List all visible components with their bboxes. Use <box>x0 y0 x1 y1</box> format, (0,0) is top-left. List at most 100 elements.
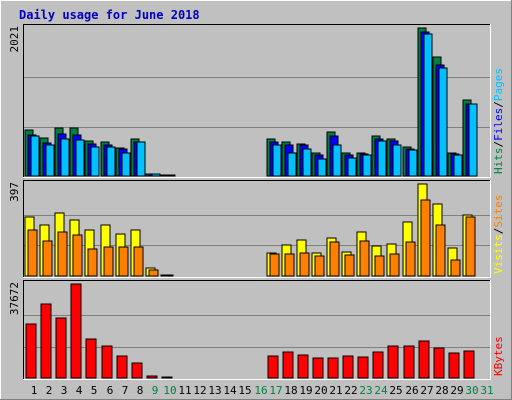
x-tick-label-day-4: 4 <box>76 384 83 397</box>
series-sites <box>27 199 476 277</box>
bar-sites-day-25 <box>389 253 400 277</box>
x-tick-label-day-20: 20 <box>314 384 327 397</box>
bar-kbytes-day-22 <box>342 355 354 379</box>
bar-kbytes-day-1 <box>25 323 37 379</box>
bar-sites-day-19 <box>299 252 310 277</box>
bar-sites-day-8 <box>133 246 144 277</box>
x-tick-label-day-15: 15 <box>238 384 251 397</box>
bar-sites-day-17 <box>269 253 280 277</box>
bar-sites-day-26 <box>405 241 416 277</box>
bar-kbytes-day-28 <box>433 347 445 379</box>
x-tick-label-day-25: 25 <box>389 384 402 397</box>
legend-entry-2: Sites <box>492 195 505 228</box>
bar-pages-day-4 <box>75 139 85 177</box>
bar-kbytes-day-23 <box>357 356 369 379</box>
x-tick-label-day-26: 26 <box>405 384 418 397</box>
x-tick-label-day-12: 12 <box>193 384 206 397</box>
legend-entry-0: Hits <box>492 148 505 175</box>
x-tick-label-day-17: 17 <box>269 384 282 397</box>
bar-kbytes-day-5 <box>85 338 97 379</box>
bar-sites-day-2 <box>42 240 53 277</box>
bar-sites-day-6 <box>103 246 114 277</box>
legend: KBytes <box>492 336 505 376</box>
legend-entry-2: Files <box>492 108 505 141</box>
x-tick-label-day-31: 31 <box>480 384 493 397</box>
bar-kbytes-day-30 <box>463 350 475 379</box>
bar-sites-day-24 <box>374 255 385 277</box>
bar-pages-day-20 <box>317 158 327 177</box>
bar-kbytes-day-20 <box>312 357 324 379</box>
x-tick-label-day-23: 23 <box>359 384 372 397</box>
bar-sites-day-23 <box>359 240 370 277</box>
legend-entry-1: / <box>492 141 505 148</box>
legend-entry-0: Visits <box>492 234 505 274</box>
x-tick-label-day-13: 13 <box>208 384 221 397</box>
bar-sites-day-5 <box>87 248 98 277</box>
bar-kbytes-day-2 <box>40 303 52 379</box>
bar-sites-day-3 <box>57 231 68 277</box>
bar-kbytes-day-7 <box>116 355 128 379</box>
x-tick-label-day-14: 14 <box>223 384 237 397</box>
bar-pages-day-1 <box>30 135 40 177</box>
bar-pages-day-9 <box>151 173 161 177</box>
bar-pages-day-3 <box>60 138 70 177</box>
bar-pages-day-18 <box>287 152 297 177</box>
bar-kbytes-day-17 <box>267 355 279 379</box>
bar-pages-day-5 <box>90 146 100 177</box>
legend-entry-1: / <box>492 228 505 235</box>
bar-pages-day-29 <box>453 154 463 177</box>
chart-title: Daily usage for June 2018 <box>19 8 200 22</box>
bar-sites-day-9 <box>148 269 159 277</box>
x-tick-label-day-7: 7 <box>122 384 129 397</box>
bar-kbytes-day-25 <box>387 345 399 379</box>
bar-sites-day-29 <box>450 259 461 277</box>
bar-sites-day-1 <box>27 229 38 277</box>
bar-pages-day-26 <box>408 149 418 177</box>
bar-kbytes-day-10 <box>161 376 173 379</box>
x-tick-label-day-27: 27 <box>420 384 433 397</box>
x-tick-label-day-28: 28 <box>435 384 448 397</box>
kbytes-panel: 37672 KBytes <box>8 280 505 380</box>
bar-kbytes-day-26 <box>403 345 415 379</box>
bar-sites-day-22 <box>344 254 355 277</box>
x-tick-label-day-19: 19 <box>299 384 312 397</box>
bar-pages-day-24 <box>377 140 387 177</box>
bar-kbytes-day-27 <box>418 340 430 379</box>
visits-sites-panel: 397 Visits/Sites <box>8 180 505 278</box>
x-tick-label-day-18: 18 <box>284 384 297 397</box>
bar-kbytes-day-9 <box>146 375 158 379</box>
bar-pages-day-25 <box>392 144 402 177</box>
bar-sites-day-21 <box>329 241 340 277</box>
bar-kbytes-day-29 <box>448 352 460 379</box>
series-pages <box>30 33 478 177</box>
legend: Hits/Files/Pages <box>492 68 505 174</box>
legend-entry-0: KBytes <box>492 336 505 376</box>
x-tick-label-day-3: 3 <box>61 384 68 397</box>
x-tick-label-day-2: 2 <box>46 384 53 397</box>
x-tick-label-day-22: 22 <box>344 384 357 397</box>
bar-kbytes-day-18 <box>282 351 294 379</box>
bar-pages-day-23 <box>362 154 372 177</box>
x-tick-label-day-30: 30 <box>465 384 478 397</box>
bar-pages-day-2 <box>45 144 55 177</box>
x-tick-label-day-21: 21 <box>329 384 342 397</box>
x-tick-label-day-6: 6 <box>107 384 114 397</box>
legend-entry-3: / <box>492 101 505 108</box>
x-tick-label-day-9: 9 <box>152 384 159 397</box>
bar-pages-day-28 <box>438 67 448 177</box>
x-tick-label-day-8: 8 <box>137 384 144 397</box>
bar-pages-day-10 <box>166 174 176 177</box>
bar-sites-day-18 <box>284 253 295 277</box>
bar-pages-day-30 <box>468 103 478 177</box>
hits-files-pages-panel: 2021 Hits/Files/Pages <box>8 24 505 178</box>
bar-sites-day-10 <box>163 274 174 277</box>
bar-pages-day-17 <box>272 144 282 177</box>
bar-sites-day-30 <box>465 216 476 277</box>
x-tick-label-day-24: 24 <box>374 384 388 397</box>
bar-kbytes-day-24 <box>372 351 384 379</box>
x-tick-label-day-5: 5 <box>91 384 98 397</box>
y-max-label: 2021 <box>8 26 21 53</box>
bar-sites-day-20 <box>314 255 325 277</box>
